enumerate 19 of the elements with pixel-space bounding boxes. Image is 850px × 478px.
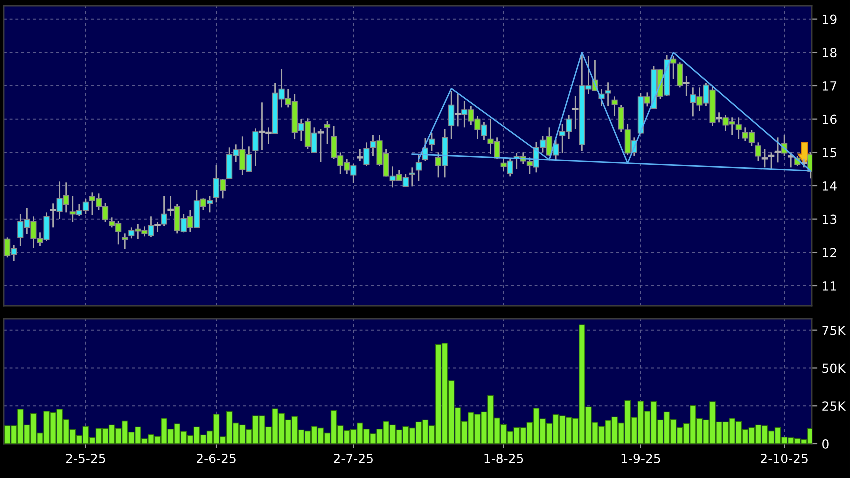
y-tick-label: 18: [823, 48, 837, 58]
y-tick-label: 15: [823, 148, 837, 158]
x-tick-label: 2-5-25: [66, 454, 106, 464]
x-tick-label: 2-10-25: [761, 454, 808, 464]
y-tick-label: 12: [823, 248, 836, 258]
y-tick-label: 19: [823, 14, 837, 24]
y-tick-label: 50K: [822, 364, 846, 374]
y-tick-label: 17: [823, 82, 837, 91]
y-tick-label: 75K: [822, 326, 846, 336]
x-tick-label: 1-8-25: [484, 454, 524, 464]
y-tick-label: 14: [823, 182, 837, 191]
y-tick-label: 11: [823, 282, 836, 291]
y-tick-label: 25K: [822, 402, 846, 412]
y-tick-label: 16: [823, 114, 837, 124]
x-tick-label: 1-9-25: [622, 454, 660, 464]
y-tick-label: 0: [822, 439, 829, 449]
x-tick-label: 2-6-25: [197, 454, 236, 464]
y-tick-label: 13: [823, 214, 837, 224]
x-tick-label: 2-7-25: [334, 454, 373, 464]
